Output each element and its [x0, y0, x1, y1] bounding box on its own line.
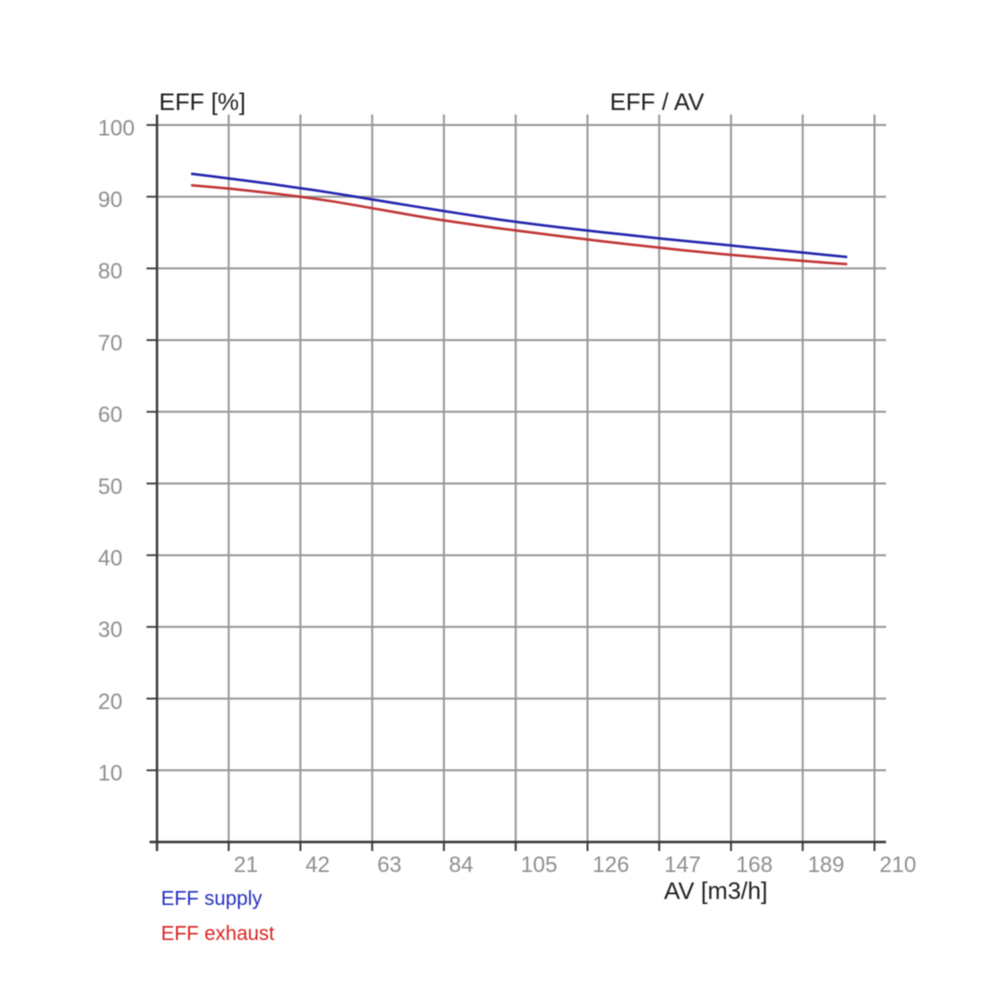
- svg-text:AV [m3/h]: AV [m3/h]: [664, 878, 768, 905]
- svg-text:210: 210: [880, 852, 917, 877]
- svg-text:EFF supply: EFF supply: [161, 888, 262, 910]
- svg-text:147: 147: [664, 852, 701, 877]
- svg-text:EFF exhaust: EFF exhaust: [161, 923, 275, 945]
- svg-text:40: 40: [98, 546, 122, 571]
- svg-text:21: 21: [234, 852, 258, 877]
- svg-text:42: 42: [305, 852, 329, 877]
- svg-text:20: 20: [98, 689, 122, 714]
- svg-text:80: 80: [98, 259, 122, 284]
- svg-text:100: 100: [98, 115, 135, 140]
- svg-text:70: 70: [98, 330, 122, 355]
- svg-text:50: 50: [98, 474, 122, 499]
- svg-text:30: 30: [98, 617, 122, 642]
- svg-text:EFF [%]: EFF [%]: [159, 89, 246, 116]
- svg-text:90: 90: [98, 187, 122, 212]
- svg-text:84: 84: [449, 852, 473, 877]
- svg-text:189: 189: [808, 852, 845, 877]
- svg-text:105: 105: [521, 852, 558, 877]
- svg-text:60: 60: [98, 402, 122, 427]
- svg-text:EFF / AV: EFF / AV: [610, 89, 704, 116]
- svg-text:168: 168: [736, 852, 773, 877]
- svg-text:10: 10: [98, 761, 122, 786]
- svg-text:126: 126: [593, 852, 630, 877]
- svg-text:63: 63: [377, 852, 401, 877]
